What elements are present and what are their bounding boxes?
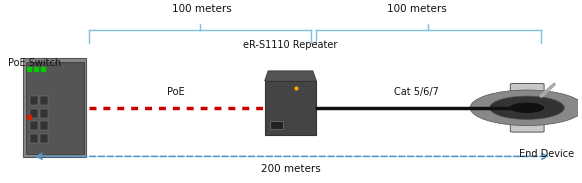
FancyBboxPatch shape <box>41 109 48 118</box>
Polygon shape <box>265 71 317 81</box>
Circle shape <box>509 102 545 113</box>
Text: PoE Switch: PoE Switch <box>8 58 61 68</box>
FancyBboxPatch shape <box>26 62 84 154</box>
Text: eR-S1110 Repeater: eR-S1110 Repeater <box>243 40 338 50</box>
Text: 200 meters: 200 meters <box>261 164 320 174</box>
FancyBboxPatch shape <box>41 134 48 143</box>
FancyBboxPatch shape <box>510 83 544 132</box>
FancyBboxPatch shape <box>271 121 283 129</box>
FancyBboxPatch shape <box>30 121 38 130</box>
FancyBboxPatch shape <box>30 96 38 105</box>
Circle shape <box>470 90 582 126</box>
Text: End Device: End Device <box>519 149 574 159</box>
Text: 100 meters: 100 meters <box>387 4 447 14</box>
Text: PoE: PoE <box>167 87 184 97</box>
Text: 100 meters: 100 meters <box>172 4 231 14</box>
FancyBboxPatch shape <box>41 121 48 130</box>
FancyBboxPatch shape <box>41 96 48 105</box>
FancyBboxPatch shape <box>265 81 317 135</box>
Circle shape <box>489 96 565 119</box>
FancyBboxPatch shape <box>30 134 38 143</box>
Text: Cat 5/6/7: Cat 5/6/7 <box>395 87 439 97</box>
FancyBboxPatch shape <box>23 58 87 157</box>
FancyBboxPatch shape <box>30 109 38 118</box>
